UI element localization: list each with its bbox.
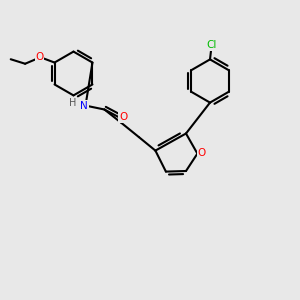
Text: N: N	[80, 101, 88, 111]
Text: Cl: Cl	[206, 40, 217, 50]
Text: H: H	[69, 98, 76, 108]
Text: O: O	[119, 112, 128, 122]
Text: O: O	[197, 148, 206, 158]
Text: O: O	[35, 52, 44, 62]
